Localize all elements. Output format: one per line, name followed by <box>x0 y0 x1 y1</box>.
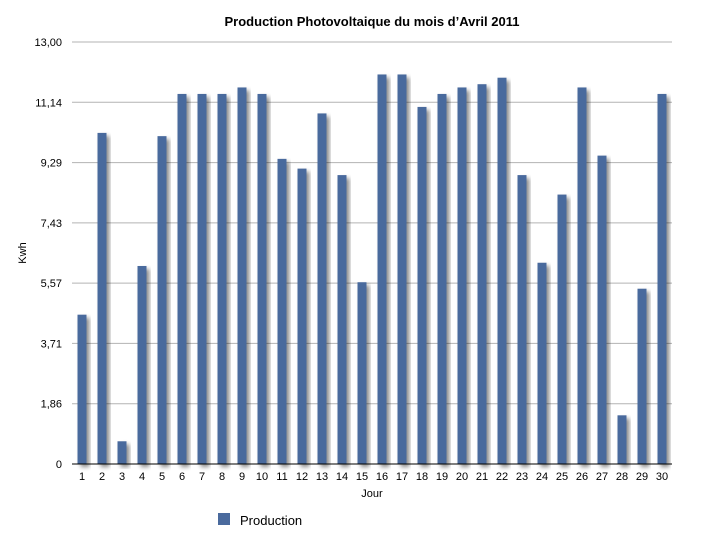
x-tick-label: 14 <box>336 471 348 483</box>
bar-day-10 <box>257 93 267 464</box>
bar-day-1 <box>77 314 87 464</box>
bar-day-18 <box>417 106 427 464</box>
bar-day-20 <box>457 87 467 464</box>
bar-day-22 <box>497 77 507 464</box>
x-tick-label: 8 <box>219 471 225 483</box>
bar-day-29 <box>637 288 647 464</box>
x-tick-label: 25 <box>556 471 568 483</box>
bar-day-9 <box>237 87 247 464</box>
bar-day-27 <box>597 155 607 464</box>
bar-day-25 <box>557 194 567 465</box>
x-tick-label: 28 <box>616 471 628 483</box>
bar-day-8 <box>217 93 227 464</box>
bar-day-3 <box>117 441 127 464</box>
chart-title: Production Photovoltaique du mois d’Avri… <box>225 14 520 29</box>
bar-day-7 <box>197 93 207 464</box>
x-tick-label: 5 <box>159 471 165 483</box>
x-axis-ticks: 1 2 3 4 5 6 7 8 9 10 11 12 13 14 15 16 17 18 19 20 21 22 23 24 2… <box>79 471 668 483</box>
bars <box>77 74 667 465</box>
x-tick-label: 11 <box>276 471 287 483</box>
x-tick-label: 16 <box>376 471 388 483</box>
x-tick-label: 19 <box>436 471 448 483</box>
y-axis-label: Kwh <box>17 242 29 263</box>
x-tick-label: 23 <box>516 471 528 483</box>
x-tick-label: 17 <box>396 471 408 483</box>
gridlines <box>72 41 672 405</box>
bar-day-6 <box>177 93 187 464</box>
x-tick-label: 20 <box>456 471 468 483</box>
bar-day-4 <box>137 265 147 464</box>
bar-day-21 <box>477 84 487 464</box>
x-tick-label: 15 <box>356 471 368 483</box>
y-tick-label: 1,86 <box>41 399 62 411</box>
bar-day-11 <box>277 158 287 464</box>
y-tick-label: 0 <box>56 459 62 471</box>
bar-day-23 <box>517 175 527 465</box>
legend-swatch <box>218 513 230 525</box>
x-tick-label: 21 <box>476 471 488 483</box>
bar-day-12 <box>297 168 307 464</box>
x-tick-label: 7 <box>199 471 205 483</box>
y-tick-label: 13,00 <box>34 37 62 49</box>
x-tick-label: 10 <box>256 471 268 483</box>
y-tick-label: 11,14 <box>35 97 62 109</box>
y-tick-label: 7,43 <box>41 218 62 230</box>
bar-day-15 <box>357 282 367 464</box>
x-tick-label: 4 <box>139 471 145 483</box>
bar-day-17 <box>397 74 407 464</box>
bar-day-30 <box>657 93 667 464</box>
legend-label: Production <box>240 513 302 528</box>
x-tick-label: 27 <box>596 471 608 483</box>
x-tick-label: 1 <box>79 471 85 483</box>
x-axis-label: Jour <box>361 488 383 500</box>
bar-day-5 <box>157 136 167 464</box>
bar-day-16 <box>377 74 387 464</box>
x-tick-label: 12 <box>296 471 308 483</box>
x-tick-label: 6 <box>179 471 185 483</box>
x-tick-label: 2 <box>99 471 105 483</box>
bar-day-14 <box>337 175 347 465</box>
x-tick-label: 30 <box>656 471 668 483</box>
bar-day-28 <box>617 415 627 464</box>
y-tick-label: 3,71 <box>41 338 62 350</box>
x-tick-label: 13 <box>316 471 328 483</box>
y-axis-ticks: 0 1,86 3,71 5,57 7,43 9,29 11,14 13,00 <box>34 37 62 471</box>
x-tick-label: 29 <box>636 471 648 483</box>
bar-day-13 <box>317 113 327 465</box>
bar-day-2 <box>97 132 107 464</box>
x-tick-label: 26 <box>576 471 588 483</box>
x-tick-label: 24 <box>536 471 548 483</box>
y-tick-label: 5,57 <box>41 278 62 290</box>
bar-day-24 <box>537 262 547 464</box>
x-tick-label: 18 <box>416 471 428 483</box>
bar-day-19 <box>437 93 447 464</box>
x-tick-label: 3 <box>119 471 125 483</box>
x-tick-label: 9 <box>239 471 245 483</box>
y-tick-label: 9,29 <box>41 158 62 170</box>
bar-day-26 <box>577 87 587 464</box>
legend: Production <box>218 513 302 528</box>
x-tick-label: 22 <box>496 471 508 483</box>
